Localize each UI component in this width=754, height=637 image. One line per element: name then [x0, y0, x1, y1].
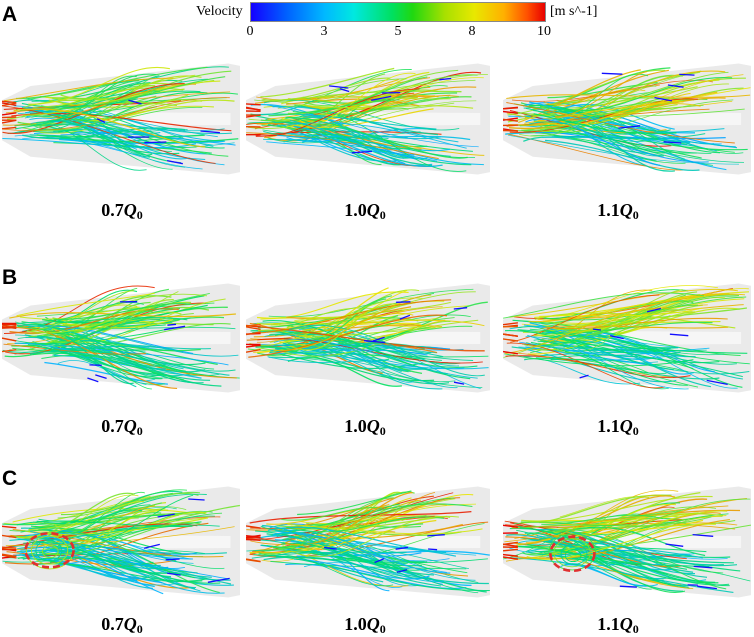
streamline-panel-c-3 [503, 483, 751, 601]
low-velocity-streamline [396, 302, 410, 303]
colorbar-tick-2: 5 [395, 24, 402, 40]
low-velocity-streamline [679, 74, 694, 75]
colorbar-title: Velocity [196, 4, 243, 20]
caption-c-1: 0.7Q0 [62, 614, 182, 637]
low-velocity-streamline [166, 559, 180, 560]
caption-a-1: 0.7Q0 [62, 200, 182, 223]
streamline-panel-c-1 [2, 483, 240, 601]
streamline-panel-b-2 [246, 280, 490, 396]
low-velocity-streamline [593, 329, 601, 330]
colorbar-unit: [m s^-1] [550, 4, 597, 20]
inlet-streamline [246, 540, 261, 541]
colorbar-tick-4: 10 [537, 24, 551, 40]
colorbar-tick-0: 0 [247, 24, 254, 40]
caption-b-3: 1.1Q0 [558, 416, 678, 439]
caption-a-3: 1.1Q0 [558, 200, 678, 223]
streamline-panel-b-1 [2, 280, 240, 396]
colorbar-tick-1: 3 [321, 24, 328, 40]
streamline-panel-b-3 [503, 280, 751, 396]
streamline-panel-a-3 [503, 60, 751, 178]
inlet-streamline [2, 328, 16, 329]
colorbar-gradient [250, 2, 546, 22]
caption-c-2: 1.0Q0 [305, 614, 425, 637]
streamline-panel-c-2 [246, 483, 490, 601]
low-velocity-streamline [144, 142, 166, 143]
caption-b-2: 1.0Q0 [305, 416, 425, 439]
low-velocity-streamline [602, 73, 623, 74]
inlet-streamline [2, 547, 16, 548]
streamline-panel-a-2 [246, 60, 490, 178]
inlet-streamline [2, 117, 16, 118]
low-velocity-streamline [167, 324, 176, 325]
inlet-streamline [246, 104, 261, 105]
caption-b-1: 0.7Q0 [62, 416, 182, 439]
streamline-panel-a-1 [2, 60, 240, 178]
caption-c-3: 1.1Q0 [558, 614, 678, 637]
row-label-a: A [2, 4, 17, 25]
low-velocity-streamline [428, 549, 437, 550]
caption-a-2: 1.0Q0 [305, 200, 425, 223]
colorbar-tick-3: 8 [469, 24, 476, 40]
low-velocity-streamline [620, 586, 637, 587]
